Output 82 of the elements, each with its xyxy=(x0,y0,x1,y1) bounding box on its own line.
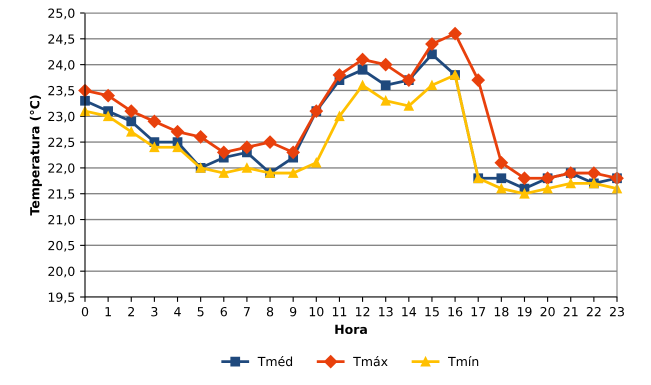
point xyxy=(240,140,254,154)
point xyxy=(496,184,506,194)
y-tick-label: 20,5 xyxy=(48,240,74,252)
x-tick-label: 1 xyxy=(106,307,111,316)
y-tick-label: 22,0 xyxy=(48,163,74,174)
point xyxy=(358,64,368,75)
x-tick-label: 7 xyxy=(244,307,250,316)
point xyxy=(566,178,576,188)
point xyxy=(263,136,277,149)
point xyxy=(425,37,439,51)
y-tick-label: 25,0 xyxy=(48,8,74,20)
y-tick-label: 22,5 xyxy=(48,138,74,148)
y-tick-label: 21,5 xyxy=(48,189,74,200)
point xyxy=(332,68,346,82)
point xyxy=(172,142,182,152)
x-tick-label: 14 xyxy=(402,307,416,316)
point xyxy=(542,184,552,194)
point xyxy=(148,114,161,128)
point xyxy=(520,188,530,199)
x-tick-label: 2 xyxy=(128,306,134,316)
point xyxy=(126,116,136,126)
point xyxy=(587,166,600,180)
point xyxy=(472,74,485,87)
point xyxy=(404,101,414,111)
point xyxy=(356,52,370,66)
x-tick-label: 10 xyxy=(310,306,324,316)
point xyxy=(334,111,344,122)
x-tick-label: 19 xyxy=(518,306,532,316)
point xyxy=(124,104,138,118)
x-tick-label: 11 xyxy=(332,307,346,316)
y-tick-label: 19,5 xyxy=(48,292,74,304)
y-tick-label: 24,5 xyxy=(48,34,74,46)
point xyxy=(126,126,136,137)
x-tick-label: 20 xyxy=(540,306,555,316)
x-tick-label: 21 xyxy=(564,306,578,316)
x-tick-label: 4 xyxy=(174,307,181,316)
y-tick-label: 20,0 xyxy=(48,266,74,278)
x-axis-title: Hora xyxy=(335,324,367,334)
point xyxy=(427,49,437,60)
x-tick-label: 3 xyxy=(151,306,158,316)
x-tick-label: 12 xyxy=(356,306,370,316)
x-tick-label: 16 xyxy=(448,306,462,316)
x-tick-label: 6 xyxy=(220,306,227,316)
point xyxy=(496,173,506,184)
point xyxy=(288,168,298,178)
point xyxy=(217,146,230,160)
y-tick-label: 24,0 xyxy=(48,60,74,71)
point xyxy=(358,80,368,90)
point xyxy=(380,96,391,106)
x-tick-label: 0 xyxy=(82,306,88,316)
x-tick-label: 13 xyxy=(379,306,393,316)
x-tick-label: 18 xyxy=(494,306,508,316)
y-tick-label: 23,0 xyxy=(48,112,74,122)
legend-label: Tméd xyxy=(258,356,292,366)
x-tick-label: 8 xyxy=(266,306,274,316)
point xyxy=(102,89,115,102)
x-tick-label: 23 xyxy=(610,306,624,316)
x-tick-label: 5 xyxy=(198,307,204,316)
x-tick-label: 22 xyxy=(586,306,601,316)
point xyxy=(80,96,90,106)
x-tick-label: 15 xyxy=(425,307,439,316)
point xyxy=(170,125,184,138)
point xyxy=(311,158,322,168)
y-axis-title: Temperatura (°C) xyxy=(30,96,42,216)
point xyxy=(194,130,208,144)
legend-label: Tmáx xyxy=(353,356,388,366)
y-tick-label: 21,0 xyxy=(48,215,74,226)
y-tick-label: 23,5 xyxy=(48,86,74,97)
point xyxy=(518,172,532,185)
point xyxy=(448,27,462,40)
point xyxy=(286,146,300,160)
point xyxy=(494,156,508,170)
legend-label: Tmín xyxy=(448,356,478,366)
point xyxy=(380,80,391,90)
point xyxy=(379,58,392,72)
x-tick-label: 9 xyxy=(290,306,296,316)
point xyxy=(150,142,160,152)
point xyxy=(242,163,252,173)
point xyxy=(218,168,229,178)
point xyxy=(103,111,113,122)
x-tick-label: 17 xyxy=(472,307,486,316)
point xyxy=(427,80,437,90)
